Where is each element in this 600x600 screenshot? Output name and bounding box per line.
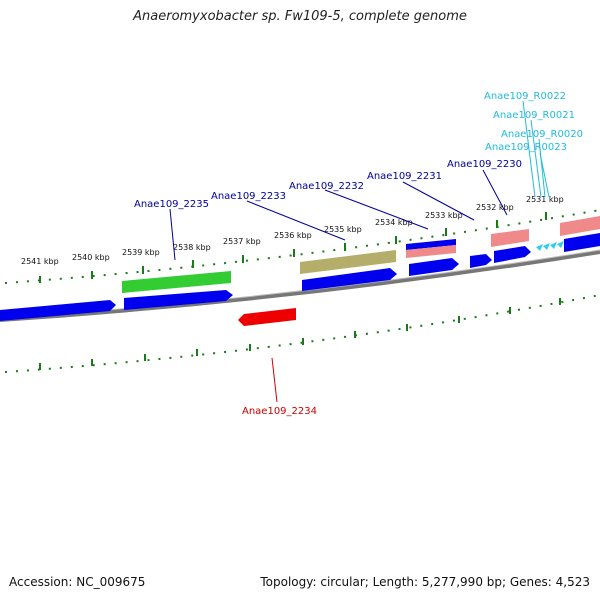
outer-tick-ring [4, 209, 600, 284]
outer-major-ticks [39, 212, 547, 283]
tick-label: 2536 kbp [274, 231, 312, 240]
gene-labels: Anae109_2235 Anae109_2233 Anae109_2232 A… [134, 91, 583, 417]
rna-arrow[interactable] [557, 241, 564, 248]
tick-label: 2541 kbp [21, 257, 59, 266]
gene-label[interactable]: Anae109_2234 [242, 406, 317, 417]
tick-label: 2535 kbp [324, 225, 362, 234]
tick-label: 2539 kbp [122, 248, 160, 257]
pink-feature[interactable] [406, 245, 456, 258]
cds-reverse-arrow[interactable] [238, 308, 296, 326]
tick-label: 2538 kbp [173, 243, 211, 252]
gene-label[interactable]: Anae109_2235 [134, 199, 209, 210]
rna-arrow[interactable] [536, 244, 543, 251]
gene-label[interactable]: Anae109_R0021 [493, 110, 575, 121]
green-feature[interactable] [122, 271, 231, 293]
rna-arrow[interactable] [550, 242, 557, 249]
blue-feature-top[interactable] [406, 239, 456, 250]
forward-strand-features [0, 233, 600, 321]
gene-label[interactable]: Anae109_2233 [211, 191, 286, 202]
olive-feature[interactable] [300, 250, 396, 274]
genome-summary-text: Topology: circular; Length: 5,277,990 bp… [260, 575, 590, 589]
cds-forward-arrow[interactable] [124, 290, 233, 310]
cds-forward-arrow[interactable] [302, 268, 397, 291]
tick-label: 2540 kbp [72, 253, 110, 262]
cds-forward-arrow[interactable] [470, 254, 492, 268]
rna-arrow[interactable] [543, 243, 550, 250]
tick-label: 2537 kbp [223, 237, 261, 246]
tick-label: 2533 kbp [425, 211, 463, 220]
gene-label[interactable]: Anae109_R0022 [484, 91, 566, 102]
gene-label[interactable]: Anae109_2232 [289, 181, 364, 192]
gene-label[interactable]: Anae109_R0020 [501, 129, 583, 140]
cds-forward-arrow[interactable] [564, 233, 600, 252]
cds-forward-arrow[interactable] [0, 300, 116, 321]
pink-feature[interactable] [491, 229, 529, 247]
tick-label: 2532 kbp [476, 203, 514, 212]
tick-label: 2531 kbp [526, 195, 564, 204]
label-leaders [169, 100, 550, 403]
gene-label[interactable]: Anae109_2230 [447, 159, 522, 170]
gene-label[interactable]: Anae109_R0023 [485, 142, 567, 153]
cds-forward-arrow[interactable] [494, 246, 531, 263]
tick-labels: 2541 kbp 2540 kbp 2539 kbp 2538 kbp 2537… [21, 195, 564, 266]
tick-label: 2534 kbp [375, 218, 413, 227]
genome-backbone [0, 250, 600, 322]
feature-track [122, 216, 600, 293]
map-title: Anaeromyxobacter sp. Fw109-5, complete g… [133, 9, 467, 24]
pink-feature[interactable] [560, 216, 600, 236]
inner-major-ticks [39, 298, 561, 370]
cds-forward-arrow[interactable] [409, 258, 459, 276]
gene-label[interactable]: Anae109_2231 [367, 171, 442, 182]
accession-text: Accession: NC_009675 [9, 575, 146, 589]
inner-tick-ring [4, 294, 600, 373]
